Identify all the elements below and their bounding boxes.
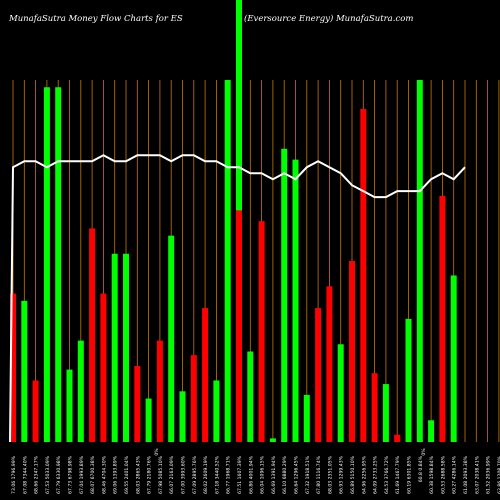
x-tick-label: 64.96 2256.95% bbox=[361, 455, 367, 494]
x-tick-label: 68.03 2351.05% bbox=[327, 455, 333, 494]
chart-title-right: (Eversource Energy) MunafaSutra.com bbox=[244, 14, 414, 24]
x-tick-label: 63.07 2038.41% bbox=[474, 455, 480, 494]
flow-bar bbox=[428, 420, 435, 442]
x-tick-label: 60.53 2688.58% bbox=[440, 455, 446, 494]
x-tick-label: 66.77 1968.71% bbox=[226, 455, 232, 494]
flow-bar bbox=[450, 275, 457, 442]
flow-bar bbox=[382, 384, 389, 442]
x-tick-label: 64.53 3766.72% bbox=[384, 455, 390, 494]
flow-bar bbox=[315, 308, 322, 442]
x-tick-label: 60.27 4286.14% bbox=[452, 455, 458, 494]
x-tick-label: 67.04 1993.89% bbox=[79, 455, 85, 494]
flow-bar bbox=[439, 195, 446, 442]
x-tick-label: 68.66 2347.17% bbox=[34, 455, 40, 494]
x-tick-label: 66.04 1096.15% bbox=[260, 455, 266, 494]
center-labels: 0% 0% bbox=[154, 448, 427, 456]
flow-bar bbox=[213, 380, 220, 442]
x-tick-label: 61.69 1467.79% bbox=[395, 455, 401, 494]
flow-bar bbox=[360, 108, 367, 443]
x-tick-label: 66.64 1296.45% bbox=[294, 455, 300, 494]
flow-bar bbox=[258, 221, 265, 442]
flow-bar bbox=[89, 228, 96, 442]
flow-bar bbox=[77, 340, 84, 442]
chart-title-left: MunafaSutra Money Flow Charts for ES bbox=[9, 14, 183, 24]
bars bbox=[10, 80, 457, 443]
flow-bar bbox=[236, 210, 242, 442]
flow-bar bbox=[349, 261, 355, 442]
x-tick-label: 60.38 1598.84% bbox=[429, 455, 435, 494]
x-tick-label: 73.06 1796.99% bbox=[11, 455, 17, 494]
x-tick-label: 67.08 7344.40% bbox=[22, 455, 28, 494]
x-tick-label: 68.03 2865.43% bbox=[135, 455, 141, 494]
flow-bar bbox=[416, 80, 423, 442]
x-tick-label: 66.89 5150.10% bbox=[350, 455, 356, 494]
x-tick-label: 67.98 5085.10% bbox=[158, 455, 164, 494]
flow-bar bbox=[43, 87, 50, 443]
x-tick-label: 67.73 6798.98% bbox=[68, 455, 74, 494]
x-tick-label: 68.46 4704.30% bbox=[101, 455, 107, 494]
flow-bar bbox=[303, 394, 310, 442]
x-tick-label: 61.08 2093.38% bbox=[463, 455, 469, 494]
x-tick-label: 67.79 6330.98% bbox=[56, 455, 62, 494]
flow-bar bbox=[10, 293, 16, 442]
price-line-layer bbox=[9, 154, 466, 443]
x-tick-label: 66.93 1299.43% bbox=[339, 455, 345, 494]
x-tick-label: 66.07 2163.09% bbox=[169, 455, 175, 494]
x-tick-label: 67.00 3993.60% bbox=[181, 455, 187, 494]
flow-bar bbox=[32, 380, 39, 442]
flow-bar bbox=[190, 355, 197, 442]
x-tick-label: 67.09 2895.76% bbox=[192, 455, 198, 494]
flow-bar bbox=[247, 351, 254, 442]
x-tick-label: 67.51 1607.39% bbox=[237, 455, 243, 494]
flow-bar bbox=[55, 87, 62, 443]
x-tick-label: 66.69 1391.94% bbox=[271, 455, 277, 494]
flow-bar bbox=[134, 365, 141, 442]
x-tick-label: 69.55 2401.04% bbox=[124, 455, 130, 494]
x-tick-label: 67.32 1918.51% bbox=[305, 455, 311, 494]
x-tick-labels: 73.06 1796.99% 67.08 7344.40% 68.66 2347.1… bbox=[11, 455, 500, 494]
center-label: 0% bbox=[421, 448, 427, 456]
flow-bar bbox=[66, 369, 73, 442]
flow-bar bbox=[281, 148, 288, 442]
flow-bar bbox=[202, 308, 209, 442]
x-tick-label: 67.79 2180.76% bbox=[147, 455, 153, 494]
x-tick-label: 68.02 2609.19% bbox=[203, 455, 209, 494]
flow-bar bbox=[123, 253, 129, 442]
flow-bar bbox=[145, 398, 152, 442]
x-tick-label: 69.06 1393.89% bbox=[113, 455, 119, 494]
flow-bar bbox=[269, 438, 276, 442]
x-tick-label: 60.8 0.84% bbox=[418, 455, 424, 482]
x-tick-label: 67.18 3440.52% bbox=[214, 455, 220, 494]
flow-bar bbox=[371, 373, 378, 442]
flow-bar bbox=[179, 391, 186, 442]
flow-bar bbox=[168, 235, 175, 442]
x-tick-label: 66.86 4001.94% bbox=[248, 455, 254, 494]
flow-bar bbox=[156, 340, 163, 442]
flow-bar bbox=[326, 286, 333, 442]
x-tick-label: 68.07 6700.38% bbox=[90, 455, 96, 494]
x-tick-label: 67.53 5033.09% bbox=[45, 455, 51, 494]
flow-bar bbox=[405, 318, 412, 442]
flow-bar bbox=[111, 253, 118, 442]
x-tick-label: 63.86 1208.70% bbox=[497, 455, 500, 494]
x-tick-label: 61.52 2036.99% bbox=[486, 455, 492, 494]
center-label: 0% bbox=[154, 448, 160, 456]
flow-bar bbox=[394, 434, 401, 442]
flow-bar bbox=[224, 80, 231, 442]
x-tick-label: 60.19 6301.85% bbox=[407, 455, 413, 494]
flow-bar bbox=[100, 293, 107, 442]
price-line bbox=[9, 154, 466, 443]
flow-bar bbox=[292, 159, 299, 442]
flow-bar bbox=[21, 300, 28, 442]
x-tick-label: 67.80 1116.74% bbox=[316, 455, 322, 494]
flow-bar bbox=[337, 344, 344, 442]
x-tick-label: 66.10 6880.29% bbox=[282, 455, 288, 494]
x-tick-label: 64.09 2733.25% bbox=[373, 455, 379, 494]
